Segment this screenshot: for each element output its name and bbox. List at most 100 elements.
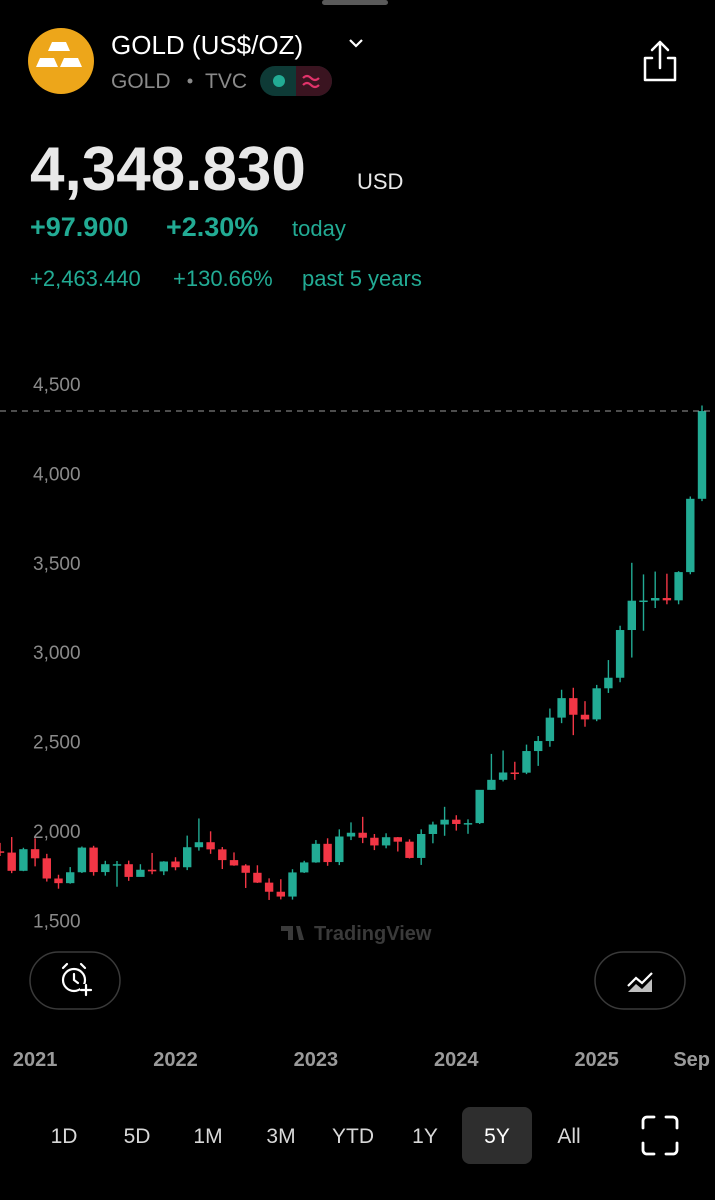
chart: 1,500 2,000 2,500 3,000 3,500 4,000 4,500: [0, 375, 715, 932]
price: 4,348.830: [30, 135, 306, 204]
candle-body: [557, 698, 566, 718]
range-button[interactable]: 3M: [266, 1125, 295, 1148]
market-status: [260, 66, 332, 96]
candle-body: [604, 677, 613, 689]
candle-body: [171, 861, 180, 868]
candle-body: [19, 849, 28, 871]
candle-body: [276, 891, 285, 897]
candle-body: [522, 751, 531, 773]
candle-body: [686, 498, 695, 573]
exchange: TVC: [205, 70, 247, 93]
candle-body: [264, 882, 274, 892]
candle-body: [0, 851, 5, 853]
candle-body: [440, 819, 449, 825]
title-dropdown[interactable]: [349, 39, 363, 48]
candle-body: [136, 869, 145, 877]
candle-body: [569, 698, 578, 715]
indicators-button[interactable]: [594, 951, 686, 1010]
candle-body: [323, 843, 332, 863]
candle-body: [393, 837, 402, 842]
candle-body: [101, 864, 110, 873]
candle-body: [7, 852, 16, 871]
alert-button[interactable]: [29, 951, 121, 1010]
candle-body: [452, 819, 461, 824]
long-period: past 5 years: [302, 266, 422, 291]
candle-body: [498, 772, 508, 780]
x-tick-label: 2024: [434, 1049, 479, 1071]
y-tick-label: 3,000: [33, 643, 81, 664]
candle-body: [66, 872, 75, 884]
candle-body: [428, 824, 438, 834]
long-change-percent: +130.66%: [173, 266, 273, 291]
candle-body: [545, 717, 555, 742]
candle-body: [580, 714, 590, 720]
x-tick-label: 2025: [574, 1049, 619, 1071]
candle-body: [218, 849, 227, 861]
candle-body: [405, 841, 414, 858]
candle-body: [288, 872, 297, 897]
change-period: today: [292, 216, 346, 241]
candle-body: [194, 842, 204, 848]
candle-body: [346, 832, 356, 837]
candle-body: [697, 411, 707, 499]
range-button-active[interactable]: 5Y: [484, 1125, 510, 1148]
candle-body: [206, 842, 215, 850]
x-tick-label: Sep: [673, 1049, 710, 1071]
range-button[interactable]: 1M: [193, 1125, 222, 1148]
range-button[interactable]: 1D: [51, 1125, 78, 1148]
y-tick-label: 2,500: [33, 733, 81, 754]
candle-body: [89, 847, 98, 873]
y-tick-label: 3,500: [33, 554, 81, 575]
symbol: GOLD: [111, 70, 171, 93]
candle-body: [42, 858, 51, 879]
candle-body: [627, 600, 636, 631]
range-button[interactable]: YTD: [332, 1125, 374, 1148]
candle-body: [417, 833, 426, 858]
watermark-text: TradingView: [314, 923, 432, 945]
symbol-title[interactable]: GOLD (US$/OZ): [111, 30, 303, 60]
y-tick-label: 1,500: [33, 911, 81, 932]
separator: [187, 78, 193, 84]
x-axis: 2021 2022 2023 2024 2025 Sep: [13, 1049, 710, 1071]
candle-body: [335, 836, 344, 863]
candle-body: [124, 864, 133, 877]
long-change: +2,463.440: [30, 266, 141, 291]
candle-body: [510, 772, 519, 774]
logo: [28, 28, 94, 94]
candle-body: [77, 847, 87, 873]
x-tick-label: 2021: [13, 1049, 58, 1071]
drag-handle[interactable]: [322, 0, 388, 5]
range-button[interactable]: 5D: [124, 1125, 151, 1148]
candle-body: [358, 832, 367, 838]
currency: USD: [357, 169, 403, 194]
candle-body: [311, 843, 321, 863]
change: +97.900: [30, 212, 128, 242]
change-percent: +2.30%: [166, 212, 258, 242]
candle-body: [370, 837, 379, 846]
fullscreen-button[interactable]: [641, 1115, 679, 1156]
candle-body: [147, 869, 157, 872]
candle-body: [674, 572, 683, 601]
candle-body: [300, 862, 309, 873]
candle-body: [253, 872, 262, 883]
candle-body: [534, 741, 543, 752]
candle-body: [241, 865, 250, 873]
share-button[interactable]: [643, 40, 677, 82]
candle-body: [159, 861, 168, 872]
candle-body: [475, 789, 484, 824]
y-tick-label: 4,000: [33, 464, 81, 485]
candle-body: [487, 779, 496, 790]
candle-body: [463, 823, 473, 825]
range-button[interactable]: All: [557, 1125, 580, 1148]
candle-body: [183, 847, 192, 868]
candle-body: [30, 849, 40, 859]
range-button[interactable]: 1Y: [412, 1125, 438, 1148]
candle-body: [651, 598, 660, 601]
range-selector: 1D 5D 1M 3M YTD 1Y 5Y All: [51, 1125, 581, 1148]
candle-body: [229, 860, 239, 866]
watermark: TradingView: [281, 923, 432, 945]
candle-body: [54, 878, 63, 884]
